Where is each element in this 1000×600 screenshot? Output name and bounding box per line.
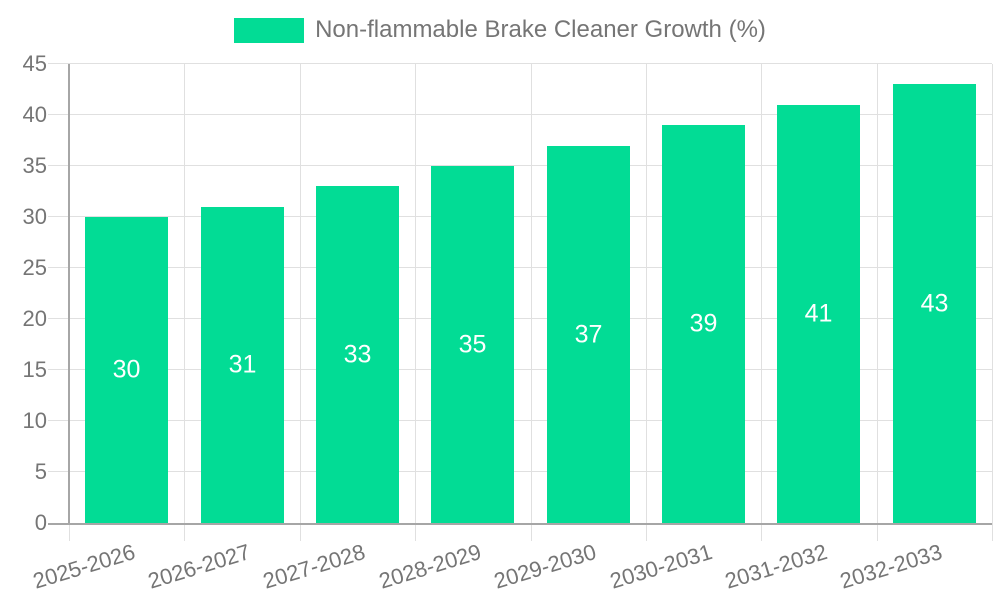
x-tick-label: 2027-2028 xyxy=(260,539,369,594)
v-gridline xyxy=(531,64,532,541)
h-gridline xyxy=(48,318,992,319)
bar-value-label: 43 xyxy=(920,289,949,317)
y-tick-label: 35 xyxy=(22,153,47,178)
bar[interactable]: 31 xyxy=(201,207,284,523)
bar-value-label: 30 xyxy=(112,355,141,384)
h-gridline xyxy=(48,63,992,64)
bar-value-label: 35 xyxy=(458,330,487,358)
h-gridline xyxy=(48,471,992,472)
y-tick-label: 20 xyxy=(22,306,47,331)
y-tick-label: 0 xyxy=(34,510,47,535)
y-axis-line xyxy=(68,64,70,525)
x-tick-label: 2029-2030 xyxy=(491,539,600,594)
y-tick-label: 40 xyxy=(22,102,47,127)
bar-value-label: 33 xyxy=(343,340,372,368)
v-gridline xyxy=(415,64,416,541)
bar[interactable]: 43 xyxy=(893,84,976,523)
bar[interactable]: 33 xyxy=(316,186,399,523)
y-tick-label: 25 xyxy=(22,255,47,280)
x-tick-label: 2032-2033 xyxy=(837,539,946,594)
h-gridline xyxy=(48,420,992,421)
h-gridline xyxy=(48,165,992,166)
h-gridline xyxy=(48,114,992,115)
y-tick-label: 45 xyxy=(22,51,47,76)
v-gridline xyxy=(992,64,993,541)
bar[interactable]: 30 xyxy=(85,217,168,523)
v-gridline xyxy=(300,64,301,541)
legend: Non-flammable Brake Cleaner Growth (%) xyxy=(0,16,1000,44)
bar[interactable]: 37 xyxy=(547,146,630,523)
legend-item[interactable]: Non-flammable Brake Cleaner Growth (%) xyxy=(234,16,766,44)
h-gridline xyxy=(48,369,992,370)
x-tick-label: 2031-2032 xyxy=(722,539,831,594)
bar-value-label: 39 xyxy=(689,309,718,338)
bar-value-label: 41 xyxy=(804,299,833,328)
x-tick-label: 2028-2029 xyxy=(376,539,485,594)
v-gridline xyxy=(877,64,878,541)
x-axis-line xyxy=(48,523,992,525)
h-gridline xyxy=(48,216,992,217)
y-tick-label: 5 xyxy=(34,459,47,484)
bar[interactable]: 35 xyxy=(431,166,514,523)
legend-label: Non-flammable Brake Cleaner Growth (%) xyxy=(315,16,766,43)
v-gridline xyxy=(761,64,762,541)
y-tick-label: 15 xyxy=(22,357,47,382)
h-gridline xyxy=(48,267,992,268)
legend-swatch xyxy=(234,17,305,43)
y-tick-label: 30 xyxy=(22,204,47,229)
bar-value-label: 37 xyxy=(574,320,603,348)
v-gridline xyxy=(646,64,647,541)
bar[interactable]: 41 xyxy=(777,105,860,523)
bar-value-label: 31 xyxy=(228,350,257,379)
y-tick-label: 10 xyxy=(22,408,47,433)
x-tick-label: 2025-2026 xyxy=(30,539,139,594)
bar[interactable]: 39 xyxy=(662,125,745,523)
x-tick-label: 2026-2027 xyxy=(145,539,254,594)
x-tick-label: 2030-2031 xyxy=(607,539,716,594)
v-gridline xyxy=(184,64,185,541)
